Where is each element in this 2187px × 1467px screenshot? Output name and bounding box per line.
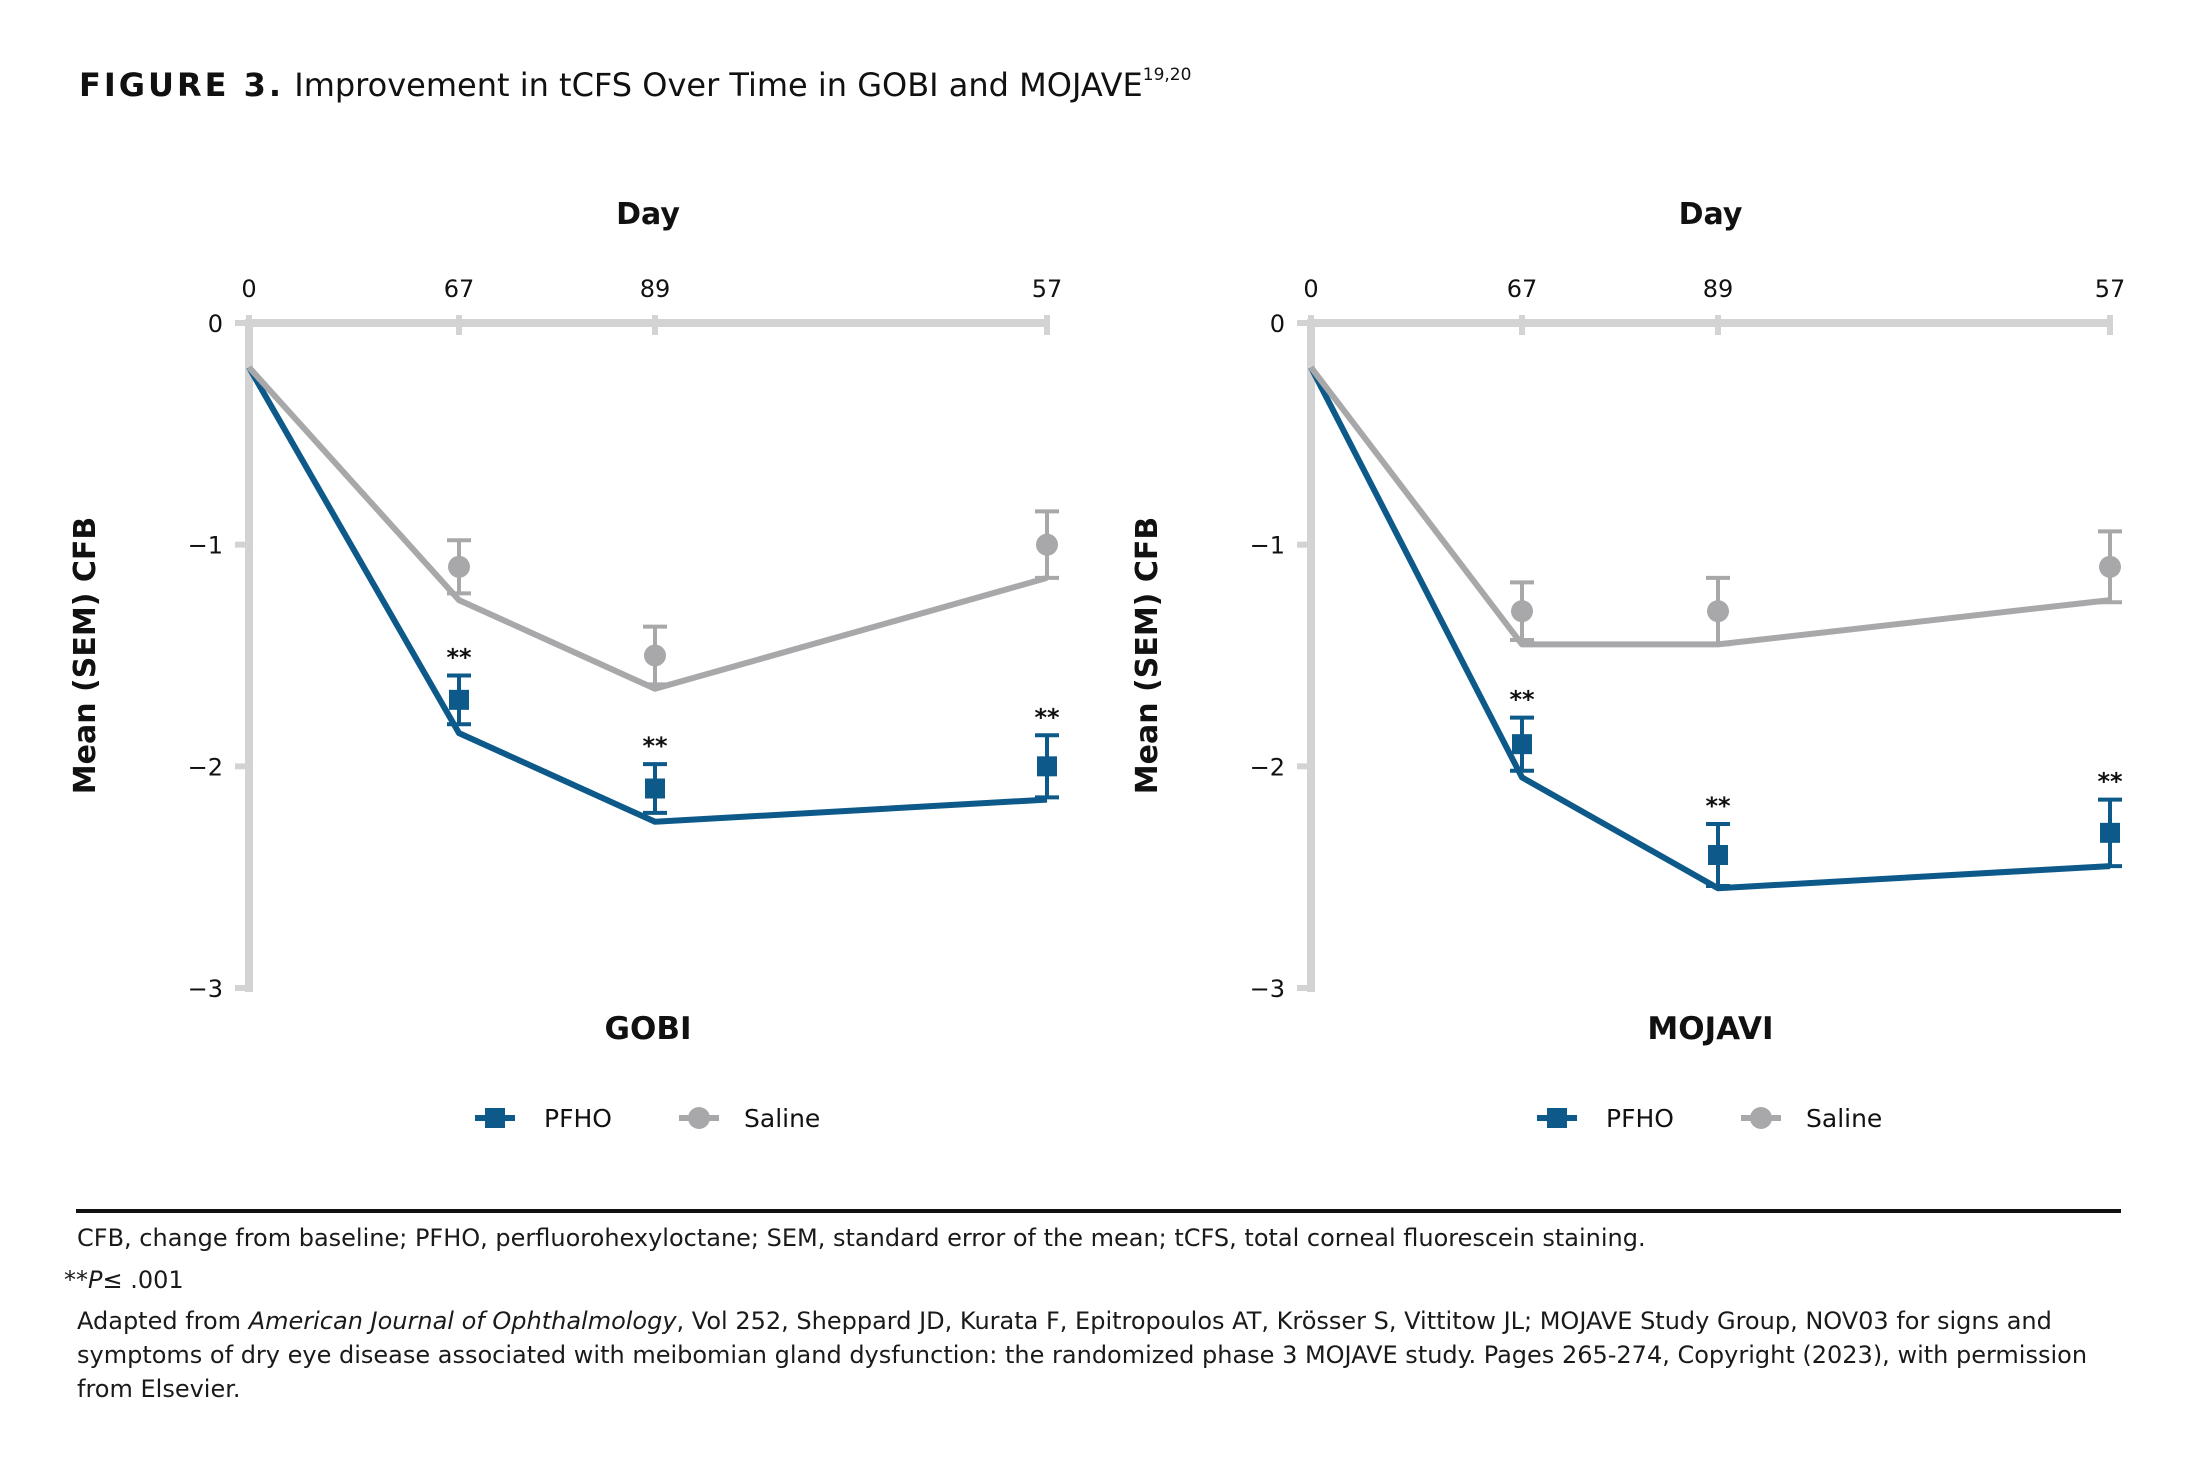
footnote-p-italic: P [88,1266,103,1294]
chart2-saline-line [1308,365,2111,648]
chart2-x-tick-label: 67 [1507,275,1538,303]
chart1-pfho-point [1037,756,1057,777]
chart1-saline-point [448,555,470,578]
chart1-y-tick-label: −3 [188,975,223,1003]
chart2-y-tick-label: −3 [1250,975,1285,1003]
chart1-legend-saline-marker [688,1107,710,1129]
chart2-y-tick-label: −2 [1250,753,1285,781]
chart2-pfho-point [1512,734,1532,755]
chart1-legend-pfho-marker [485,1108,505,1128]
figure-title-superscript: 19,20 [1142,65,1192,86]
figure-label: FIGURE 3. [79,66,285,104]
chart2-title: MOJAVI [1647,1011,1773,1047]
charts-svg: 0 67 89 57 0 −1 −2 −3 Day Mean (SEM) CFB GOBI ** ** *… [68,197,2126,1133]
chart2-legend-pfho-label: PFHO [1606,1104,1674,1133]
footnote-source-prefix: Adapted from [77,1307,249,1335]
chart1-title: GOBI [605,1011,692,1047]
chart1-y-tick-label: −2 [188,753,223,781]
chart2-y-axis-title: Mean (SEM) CFB [1130,517,1165,794]
chart2-x-tick-label: 89 [1703,275,1734,303]
chart2-significance-label: ** [2097,768,2123,796]
chart1-x-tick-label: 67 [444,275,475,303]
footnote-abbreviations: CFB, change from baseline; PFHO, perfluo… [77,1224,1646,1252]
chart1-x-tick-label: 89 [640,275,671,303]
chart2-legend-pfho-marker [1547,1108,1567,1128]
chart1-saline-point [1036,533,1058,556]
chart1-saline-line [246,365,1048,692]
chart1-y-tick-label: 0 [208,310,223,338]
chart1-significance-label: ** [446,643,472,671]
chart2-legend-saline-marker [1750,1107,1772,1129]
chart2-x-tick-label: 0 [1303,275,1318,303]
chart1-saline-point [644,644,666,667]
footnote-divider [76,1209,2121,1213]
chart1-legend-pfho-label: PFHO [544,1104,612,1133]
chart2-saline-point [1707,600,1729,623]
chart2-pfho-point [2100,822,2120,843]
chart2-saline-point [2099,555,2121,578]
chart2-significance-label: ** [1509,686,1535,714]
chart1-pfho-point [449,689,469,710]
chart2-legend-saline-label: Saline [1806,1104,1882,1133]
chart1-x-tick-label: 57 [1032,275,1063,303]
chart2-saline-point [1511,600,1533,623]
footnote-p-rest: ≤ .001 [102,1266,184,1294]
footnote-significance: **P≤ .001 [64,1263,184,1297]
chart1-pfho-point [645,778,665,799]
figure-title-text: Improvement in tCFS Over Time in GOBI an… [294,66,1143,104]
chart1-x-axis-title: Day [616,197,680,232]
footnote-source-journal: American Journal of Ophthalmology [248,1307,677,1335]
chart2-significance-label: ** [1705,792,1731,820]
chart1-pfho-line [246,365,1048,825]
chart2-pfho-line [1308,365,2111,892]
footnote-p-prefix: ** [64,1266,88,1294]
chart1-y-tick-label: −1 [188,532,223,560]
footnote-source: Adapted from American Journal of Ophthal… [77,1304,2137,1406]
chart1-significance-label: ** [1034,703,1060,731]
chart2-x-tick-label: 57 [2095,275,2126,303]
chart1-x-tick-label: 0 [241,275,256,303]
chart2-x-axis-title: Day [1679,197,1743,232]
chart2-y-tick-label: 0 [1270,310,1285,338]
chart2-pfho-point [1708,845,1728,865]
figure-title: FIGURE 3. Improvement in tCFS Over Time … [79,65,1192,104]
chart1-y-axis-title: Mean (SEM) CFB [68,517,103,794]
chart2-y-tick-label: −1 [1250,532,1285,560]
chart1-legend-saline-label: Saline [744,1104,820,1133]
footnote-source-rest: , Vol 252, Sheppard JD, Kurata F, Epitro… [77,1307,2088,1403]
chart1-significance-label: ** [642,732,668,760]
